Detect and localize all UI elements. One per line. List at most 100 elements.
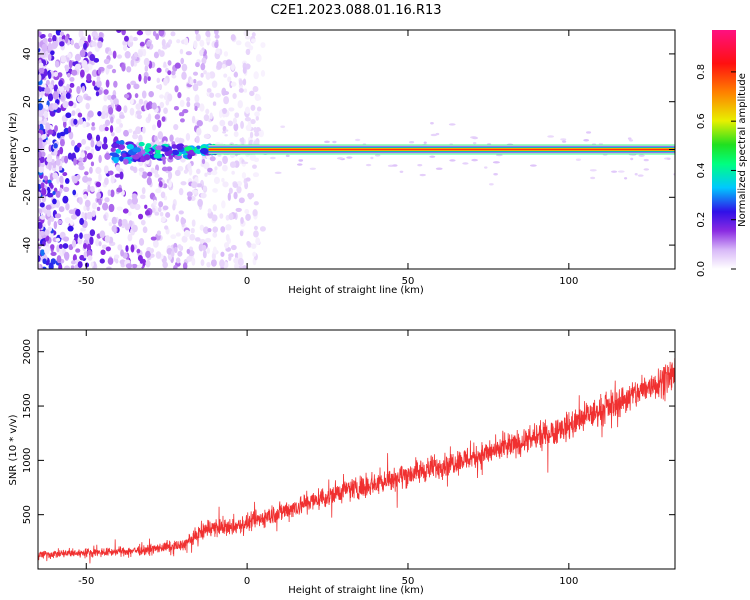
- spectrogram-noise-cell: [643, 158, 649, 162]
- spectrogram-noise-cell: [168, 179, 172, 188]
- spectrogram-noise-cell: [223, 51, 229, 57]
- spectrogram-noise-cell: [52, 190, 56, 195]
- spectrogram-noise-cell: [202, 185, 207, 192]
- spectrogram-noise-cell: [211, 170, 218, 176]
- snr-x-tick-label: -50: [78, 576, 94, 587]
- spectrogram-noise-cell: [95, 166, 102, 174]
- spectrogram-noise-cell: [38, 103, 44, 111]
- spectrogram-noise-cell: [242, 265, 248, 269]
- spectrogram-noise-cell: [214, 166, 218, 171]
- spectrogram-noise-cell: [116, 206, 123, 211]
- spectrogram-noise-cell: [38, 137, 43, 142]
- spectrogram-noise-cell: [113, 80, 118, 88]
- spectrogram-noise-cell: [81, 211, 85, 219]
- spectrogram-noise-cell: [62, 195, 69, 204]
- spectrogram-noise-cell: [105, 67, 109, 75]
- spectrogram-cluster-cell: [111, 153, 120, 158]
- spectrogram-noise-cell: [199, 103, 205, 112]
- spectrogram-noise-cell: [68, 244, 74, 251]
- spectrogram-noise-cell: [274, 171, 282, 175]
- spectrogram-noise-cell: [64, 217, 71, 224]
- spectrogram-noise-cell: [98, 154, 102, 164]
- colorbar-label: Normalized spectral amplitude: [737, 73, 748, 227]
- spectrogram-noise-cell: [228, 187, 233, 194]
- spectrogram-noise-cell: [207, 228, 212, 233]
- spectrogram-noise-cell: [238, 197, 245, 204]
- spectrogram-noise-cell: [199, 49, 204, 57]
- spectrogram-cluster-cell: [110, 147, 116, 153]
- spectrogram-noise-cell: [63, 251, 70, 261]
- spectrogram-noise-cell: [52, 102, 59, 110]
- spectrogram-noise-cell: [138, 50, 144, 58]
- spectrogram-noise-cell: [98, 241, 102, 247]
- spectrogram-noise-cell: [67, 225, 74, 232]
- spectrogram-noise-cell: [66, 57, 70, 63]
- spectrogram-noise-cell: [228, 107, 235, 112]
- spectrogram-noise-cell: [104, 235, 111, 243]
- colorbar-gradient: [712, 30, 736, 269]
- spectrogram-noise-cell: [70, 39, 75, 46]
- spectrogram-noise-cell: [95, 91, 100, 97]
- spectrogram-noise-cell: [228, 212, 234, 221]
- spectrogram-noise-cell: [220, 226, 226, 233]
- spectrogram-noise-cell: [217, 154, 222, 157]
- spectrogram-noise-cell: [113, 98, 119, 105]
- spectrogram-noise-cell: [182, 262, 188, 269]
- spectrogram-noise-cell: [248, 193, 253, 200]
- spectrogram-noise-cell: [227, 76, 232, 83]
- spectrogram-noise-cell: [114, 173, 121, 178]
- spectrogram-noise-cell: [69, 220, 74, 226]
- spectrogram-noise-cell: [253, 71, 259, 80]
- spectrogram-noise-cell: [223, 96, 230, 105]
- spectrogram-noise-cell: [91, 122, 95, 127]
- spectrogram-noise-cell: [76, 142, 82, 148]
- spectrogram-noise-cell: [365, 163, 372, 167]
- snr-y-ticks: 500 1000 1500 2000: [22, 339, 675, 524]
- snr-frame: [37, 329, 676, 570]
- spectrogram-noise-cell: [103, 136, 108, 145]
- spectrogram-x-tick-label: 0: [244, 276, 250, 287]
- spectrogram-noise-cell: [583, 139, 590, 142]
- spectrogram-noise-cell: [130, 97, 134, 105]
- spectrogram-noise-cell: [70, 265, 75, 269]
- spectrogram-noise-cell: [199, 224, 205, 231]
- spectrogram-cluster-cell: [111, 143, 120, 149]
- colorbar-tick-label: 0.0: [696, 261, 707, 277]
- spectrogram-noise-cell: [104, 197, 110, 203]
- spectrogram-noise-cell: [110, 175, 115, 184]
- spectrogram-cluster-cell: [148, 150, 154, 155]
- spectrogram-noise-cell: [240, 216, 244, 225]
- spectrogram-noise-cell: [162, 205, 169, 211]
- spectrogram-noise-cell: [38, 132, 42, 139]
- spectrogram-noise-cell: [43, 175, 48, 181]
- snr-x-tick-label: 0: [244, 576, 250, 587]
- snr-x-tick-label: 50: [402, 576, 415, 587]
- spectrogram-noise-cell: [86, 211, 91, 220]
- spectrogram-noise-cell: [147, 76, 151, 82]
- spectrogram-noise-cell: [63, 186, 70, 192]
- spectrogram-noise-cell: [50, 50, 55, 56]
- spectrogram-noise-cell: [53, 143, 58, 149]
- spectrogram-cluster-cell: [121, 153, 127, 158]
- spectrogram-noise-cell: [205, 108, 210, 115]
- snr-y-tick-label: 2000: [22, 339, 33, 364]
- spectrogram-noise-cell: [154, 211, 160, 216]
- spectrogram-marks: [38, 30, 675, 269]
- spectrogram-noise-cell: [134, 93, 139, 99]
- spectrogram-noise-cell: [43, 118, 48, 124]
- spectrogram-noise-cell: [97, 68, 102, 75]
- spectrogram-noise-cell: [135, 103, 142, 110]
- spectrogram-noise-cell: [91, 210, 96, 218]
- spectrogram-noise-cell: [57, 72, 63, 78]
- spectrogram-noise-cell: [128, 128, 133, 134]
- spectrogram-noise-cell: [79, 217, 85, 226]
- spectrogram-noise-cell: [181, 63, 188, 72]
- spectrogram-noise-cell: [212, 101, 217, 106]
- spectrogram-noise-cell: [38, 159, 41, 168]
- spectrogram-noise-cell: [586, 131, 592, 134]
- spectrogram-noise-cell: [103, 58, 110, 65]
- spectrogram-noise-cell: [209, 156, 216, 162]
- spectrogram-noise-cell: [177, 244, 182, 249]
- spectrogram-y-tick-label: 40: [22, 48, 33, 61]
- spectrogram-noise-cell: [167, 70, 172, 76]
